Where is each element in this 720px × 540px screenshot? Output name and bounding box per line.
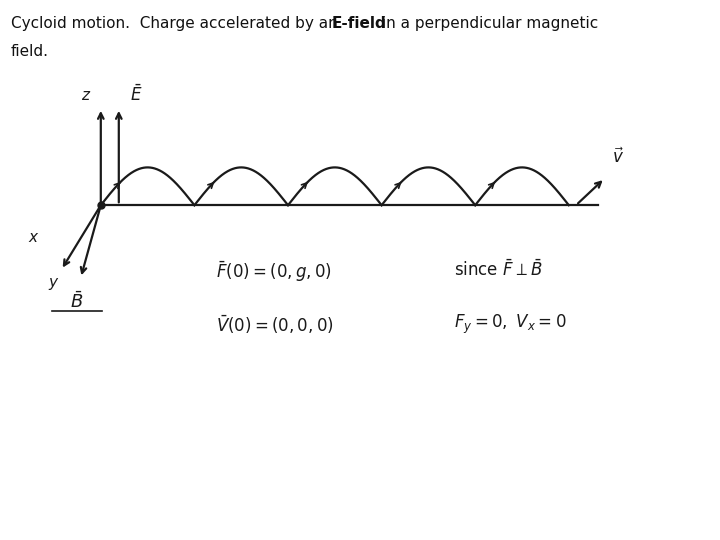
Text: in a perpendicular magnetic: in a perpendicular magnetic (377, 16, 598, 31)
Text: $\vec{v}$: $\vec{v}$ (612, 148, 624, 167)
Text: $\bar{V}(0) = (0, 0, 0)$: $\bar{V}(0) = (0, 0, 0)$ (216, 313, 333, 336)
Text: since $\bar{F} \perp \bar{B}$: since $\bar{F} \perp \bar{B}$ (454, 259, 542, 280)
Text: $F_y{=}0,\ V_x{=}0$: $F_y{=}0,\ V_x{=}0$ (454, 313, 566, 336)
Text: E-field: E-field (331, 16, 386, 31)
Text: y: y (48, 275, 57, 291)
Text: $\bar{F}(0) = (0, g, 0)$: $\bar{F}(0) = (0, g, 0)$ (216, 259, 332, 284)
Text: x: x (28, 230, 37, 245)
Text: field.: field. (11, 44, 49, 59)
Text: z: z (81, 87, 89, 103)
Text: $\bar{B}$: $\bar{B}$ (71, 292, 84, 312)
Text: Cycloid motion.  Charge accelerated by an: Cycloid motion. Charge accelerated by an (11, 16, 343, 31)
Text: $\bar{E}$: $\bar{E}$ (130, 85, 142, 105)
